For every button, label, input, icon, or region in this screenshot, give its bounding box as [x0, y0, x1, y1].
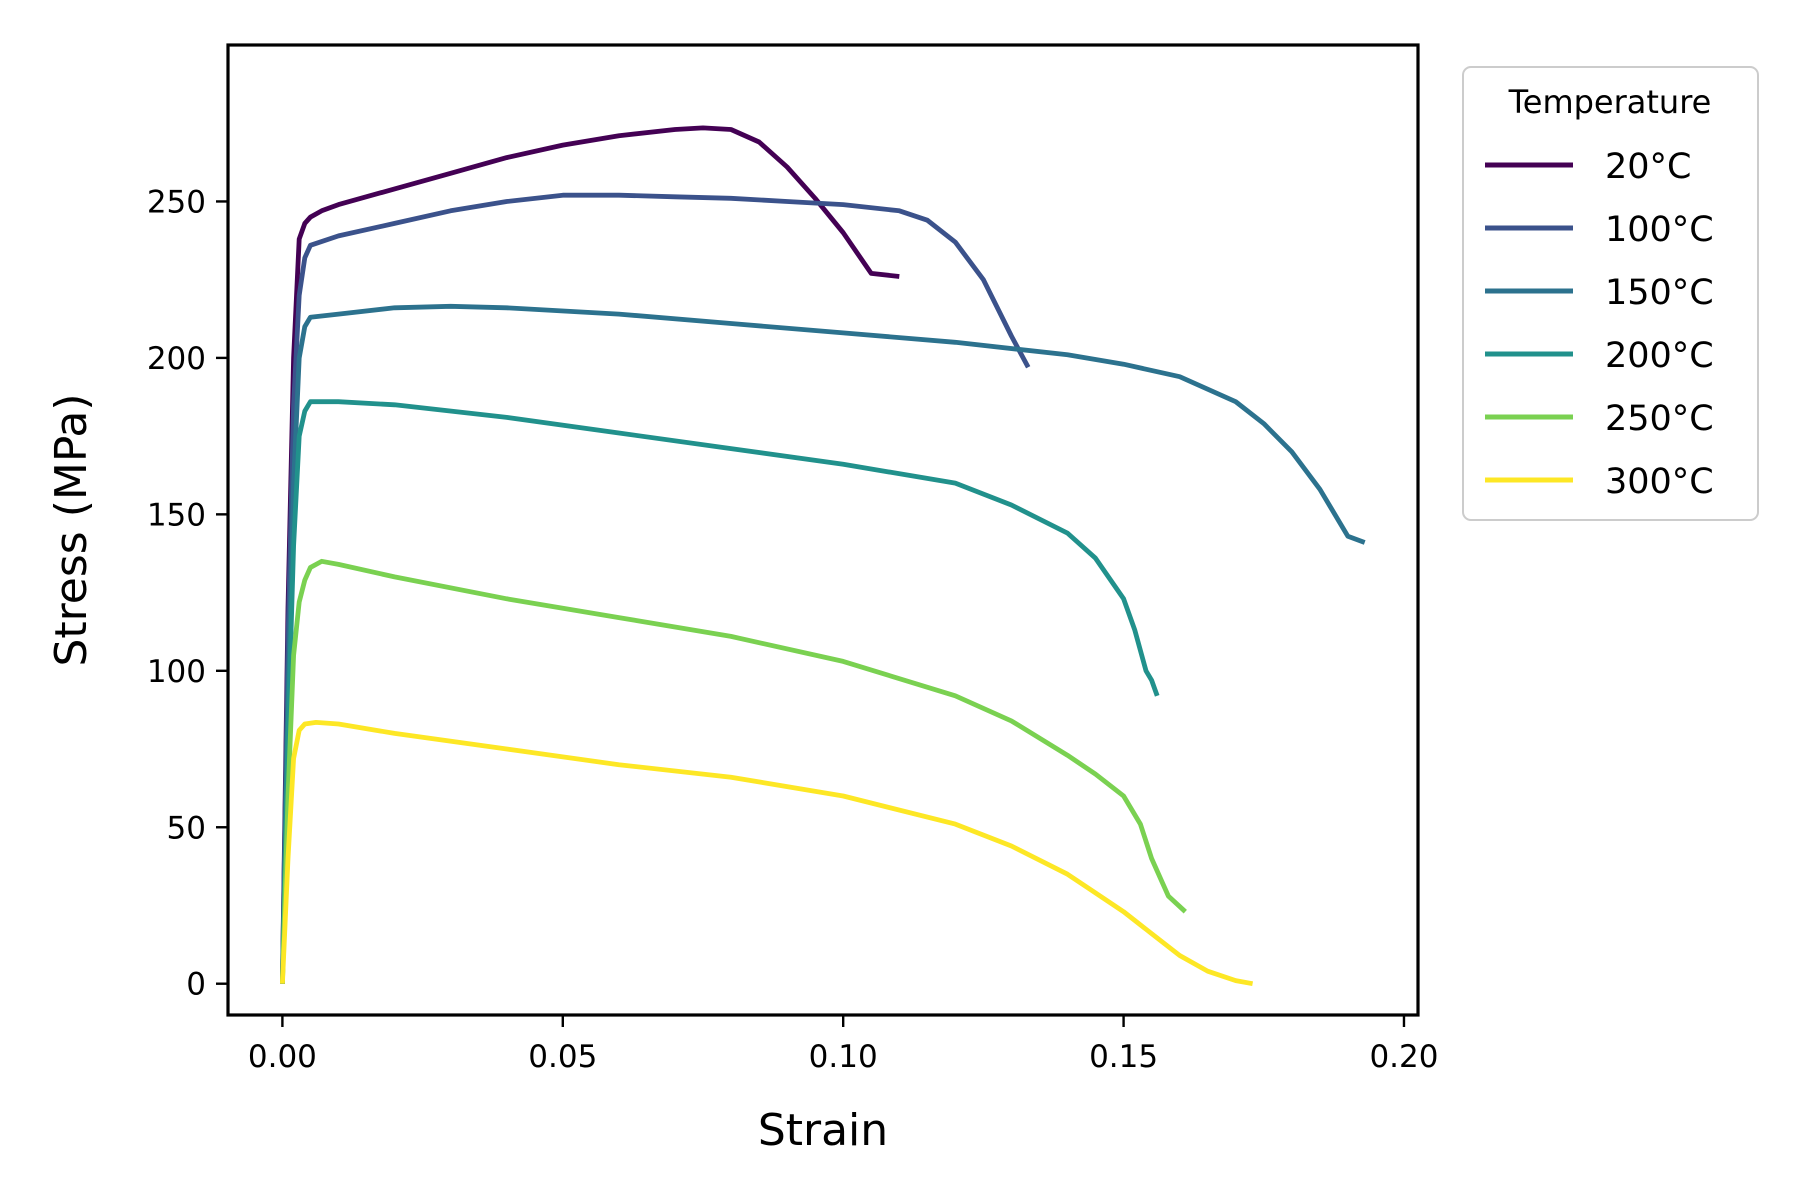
y-tick-label: 50 [167, 810, 206, 846]
series-line-250Cc [280, 558, 1187, 984]
series-line-20Cc [280, 125, 900, 984]
x-tick-label: 0.00 [248, 1039, 317, 1075]
x-tick-label: 0.15 [1089, 1039, 1158, 1075]
legend-label: 300°C [1605, 462, 1714, 502]
legend-item: 250°C [1485, 399, 1714, 439]
x-tick-label: 0.20 [1369, 1039, 1438, 1075]
legend-label: 250°C [1605, 399, 1714, 439]
legend-items: 20°C 100°C 150°C 200°C 250°C 300°C [1485, 147, 1714, 502]
legend-label: 150°C [1605, 273, 1714, 313]
x-axis: 0.00 0.05 0.10 0.15 0.20 [248, 1015, 1438, 1075]
x-tick-label: 0.05 [528, 1039, 597, 1075]
plot-frame [226, 43, 1420, 1017]
legend-label: 20°C [1605, 147, 1691, 187]
y-tick-label: 200 [147, 341, 206, 377]
y-tick-label: 0 [186, 967, 206, 1003]
series-line-100Cc [280, 192, 1031, 984]
series-line-200Cc [280, 399, 1160, 984]
legend-label: 200°C [1605, 336, 1714, 376]
series-line-150Cc [280, 303, 1366, 984]
legend-item: 20°C [1485, 147, 1691, 187]
x-tick-label: 0.10 [809, 1039, 878, 1075]
legend-item: 200°C [1485, 336, 1714, 376]
y-axis: 0 50 100 150 200 250 [147, 184, 228, 1003]
y-axis-title: Stress (MPa) [46, 393, 97, 666]
legend: Temperature 20°C 100°C 150°C 200°C 250°C 300°… [1462, 66, 1759, 521]
y-tick-label: 150 [147, 497, 206, 533]
series-layer [280, 125, 1366, 987]
series-line-300Cc [280, 720, 1254, 987]
legend-item: 150°C [1485, 273, 1714, 313]
legend-item: 300°C [1485, 462, 1714, 502]
legend-box [1462, 66, 1759, 521]
x-axis-title: Strain [758, 1105, 888, 1156]
legend-item: 100°C [1485, 210, 1714, 250]
legend-title: Temperature [1508, 83, 1712, 121]
y-tick-label: 250 [147, 184, 206, 220]
y-tick-label: 100 [147, 654, 206, 690]
legend-label: 100°C [1605, 210, 1714, 250]
